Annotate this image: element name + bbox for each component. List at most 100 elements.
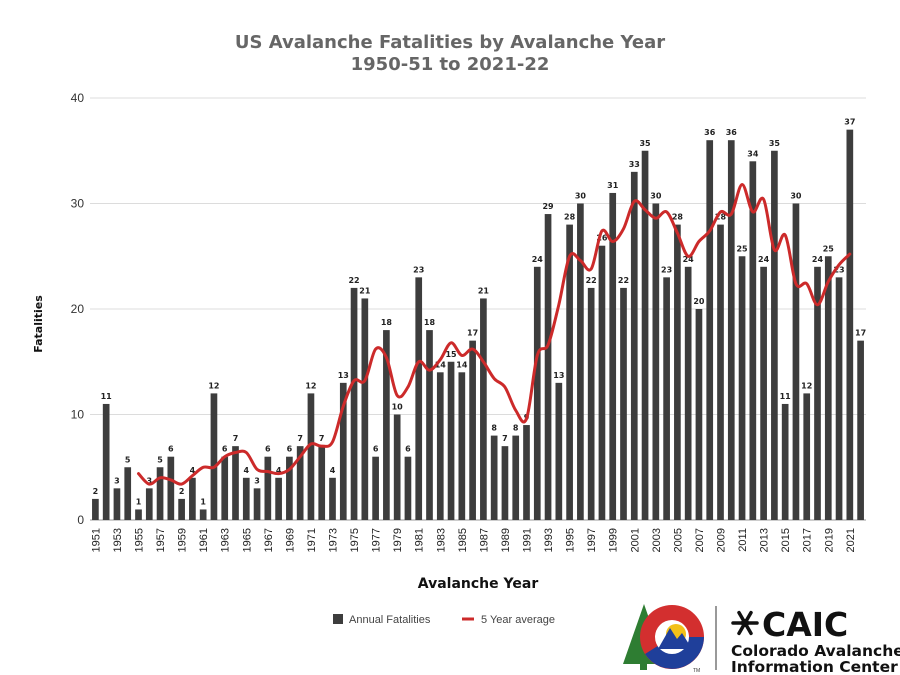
bar-1973: [329, 477, 336, 520]
bar-2007: [695, 309, 703, 520]
bar-1969: [286, 456, 293, 520]
bar-1971: [307, 393, 315, 520]
data-label: 35: [769, 139, 781, 148]
data-label: 12: [208, 381, 219, 390]
legend: Annual Fatalities 5 Year average: [333, 614, 555, 626]
bar-1970: [296, 446, 304, 520]
bar-2019: [824, 256, 832, 520]
data-label: 12: [305, 381, 316, 390]
bar-2009: [717, 224, 724, 520]
data-label: 5: [125, 455, 131, 464]
legend-bar-swatch: [333, 614, 343, 624]
logo-subtitle-line2: Information Center: [731, 658, 898, 675]
data-label: 3: [254, 476, 260, 485]
data-label: 6: [265, 445, 271, 454]
x-tick-label: 1987: [478, 528, 490, 552]
bar-1997: [587, 287, 595, 520]
x-tick-label: 1975: [349, 528, 361, 552]
bar-2011: [738, 256, 746, 520]
data-label: 23: [413, 265, 424, 274]
bar-1966: [253, 488, 261, 520]
x-tick-label: 1983: [435, 528, 447, 552]
bar-2016: [792, 203, 800, 520]
bar-1960: [189, 477, 196, 520]
data-label: 34: [747, 149, 759, 158]
x-tick-label: 1965: [241, 528, 253, 552]
bar-1980: [404, 456, 412, 520]
data-label: 21: [359, 286, 371, 295]
bar-2020: [835, 277, 843, 520]
bar-1954: [124, 467, 132, 520]
data-label: 30: [650, 192, 662, 201]
bar-1957: [156, 467, 164, 520]
bar-1983: [436, 372, 444, 520]
x-tick-label: 1973: [328, 528, 340, 552]
bar-2004: [663, 277, 670, 520]
data-label: 5: [157, 455, 163, 464]
x-tick-label: 1957: [155, 528, 167, 552]
bar-1979: [393, 414, 401, 520]
bar-1977: [372, 456, 379, 520]
x-tick-label: 1963: [220, 528, 232, 552]
x-tick-label: 2007: [694, 528, 706, 552]
y-tick-label: 40: [71, 91, 85, 105]
data-label: 24: [683, 255, 695, 264]
bar-1963: [221, 456, 229, 520]
x-tick-label: 1967: [263, 528, 275, 552]
bar-1961: [199, 509, 207, 520]
bar-1991: [523, 425, 530, 520]
data-label: 24: [532, 255, 544, 264]
x-tick-label: 1997: [586, 528, 598, 552]
bar-2021: [846, 129, 854, 520]
data-label: 8: [513, 424, 519, 433]
data-label: 11: [101, 392, 113, 401]
bar-1959: [178, 498, 185, 520]
data-label: 30: [790, 192, 802, 201]
bar-2014: [771, 150, 778, 520]
caic-logo: TM CAIC Colorado Avalanche Information C…: [623, 604, 900, 675]
data-label: 6: [373, 445, 379, 454]
x-tick-label: 2017: [802, 528, 814, 552]
bar-1956: [145, 488, 153, 520]
data-label: 20: [693, 297, 705, 306]
data-label: 26: [596, 234, 608, 243]
data-label: 22: [348, 276, 359, 285]
y-tick-label: 10: [71, 408, 85, 422]
x-tick-label: 1969: [284, 528, 296, 552]
data-label: 28: [715, 213, 727, 222]
bar-1964: [232, 446, 239, 520]
bar-2008: [706, 140, 714, 520]
data-label: 37: [844, 118, 855, 127]
bar-2013: [760, 266, 767, 520]
data-label: 3: [114, 476, 120, 485]
chart-subtitle: 1950-51 to 2021-22: [351, 54, 550, 75]
bar-1999: [609, 192, 617, 520]
bar-2018: [814, 266, 821, 520]
line-5-year-average: [137, 182, 852, 486]
data-labels: 2113513562411267436467127413222161810623…: [93, 118, 867, 507]
x-tick-label: 1953: [112, 528, 124, 552]
data-label: 8: [491, 424, 497, 433]
bar-2022: [857, 340, 864, 520]
bar-2002: [641, 150, 649, 520]
legend-line-label: 5 Year average: [481, 614, 555, 626]
data-label: 36: [704, 128, 716, 137]
data-label: 4: [243, 466, 249, 475]
data-label: 14: [435, 360, 447, 369]
bar-1951: [92, 498, 99, 520]
data-label: 6: [168, 445, 174, 454]
bar-2010: [727, 140, 735, 520]
x-tick-label: 2011: [737, 528, 749, 552]
data-label: 4: [330, 466, 336, 475]
data-label: 36: [726, 128, 738, 137]
bar-1952: [102, 403, 110, 520]
data-label: 11: [780, 392, 792, 401]
bar-2000: [620, 287, 627, 520]
x-tick-label: 1999: [608, 528, 620, 552]
bar-1990: [512, 435, 520, 520]
data-label: 29: [542, 202, 554, 211]
bar-1962: [210, 393, 218, 520]
bar-1986: [469, 340, 476, 520]
data-label: 12: [801, 381, 812, 390]
